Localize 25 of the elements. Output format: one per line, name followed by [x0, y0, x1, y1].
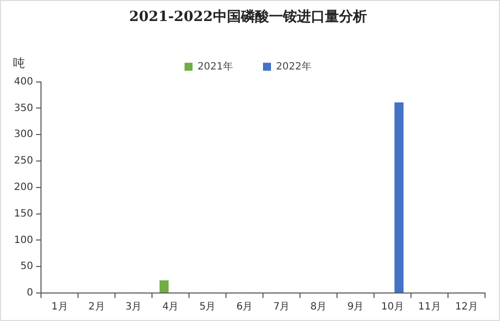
- x-tick-label: 1月: [51, 302, 68, 313]
- x-tick-label: 9月: [347, 302, 364, 313]
- y-tick-label: 50: [20, 261, 34, 272]
- x-tick-label: 12月: [455, 302, 478, 313]
- y-tick-label: 400: [14, 76, 34, 88]
- x-tick-label: 6月: [236, 302, 253, 313]
- x-tick-label: 8月: [310, 302, 327, 313]
- x-tick-label: 2月: [88, 302, 105, 313]
- x-tick-label: 5月: [199, 302, 216, 313]
- y-axis-title: 吨: [13, 56, 25, 70]
- y-tick-label: 300: [14, 129, 34, 140]
- x-tick-label: 4月: [162, 302, 179, 313]
- y-tick-label: 100: [14, 234, 34, 246]
- y-tick-label: 350: [14, 102, 34, 114]
- y-tick-label: 250: [14, 156, 34, 167]
- legend-label: 2022年: [276, 60, 312, 72]
- x-tick-label: 10月: [381, 302, 404, 313]
- y-tick-label: 200: [14, 182, 34, 193]
- y-tick-label: 0: [26, 288, 34, 299]
- legend-label: 2021年: [198, 60, 234, 72]
- x-tick-label: 7月: [273, 302, 290, 313]
- x-tick-label: 11月: [418, 302, 441, 313]
- chart-title: 2021-2022中国磷酸一铵进口量分析: [129, 9, 367, 26]
- x-tick-label: 3月: [125, 302, 142, 313]
- y-tick-label: 150: [14, 208, 34, 220]
